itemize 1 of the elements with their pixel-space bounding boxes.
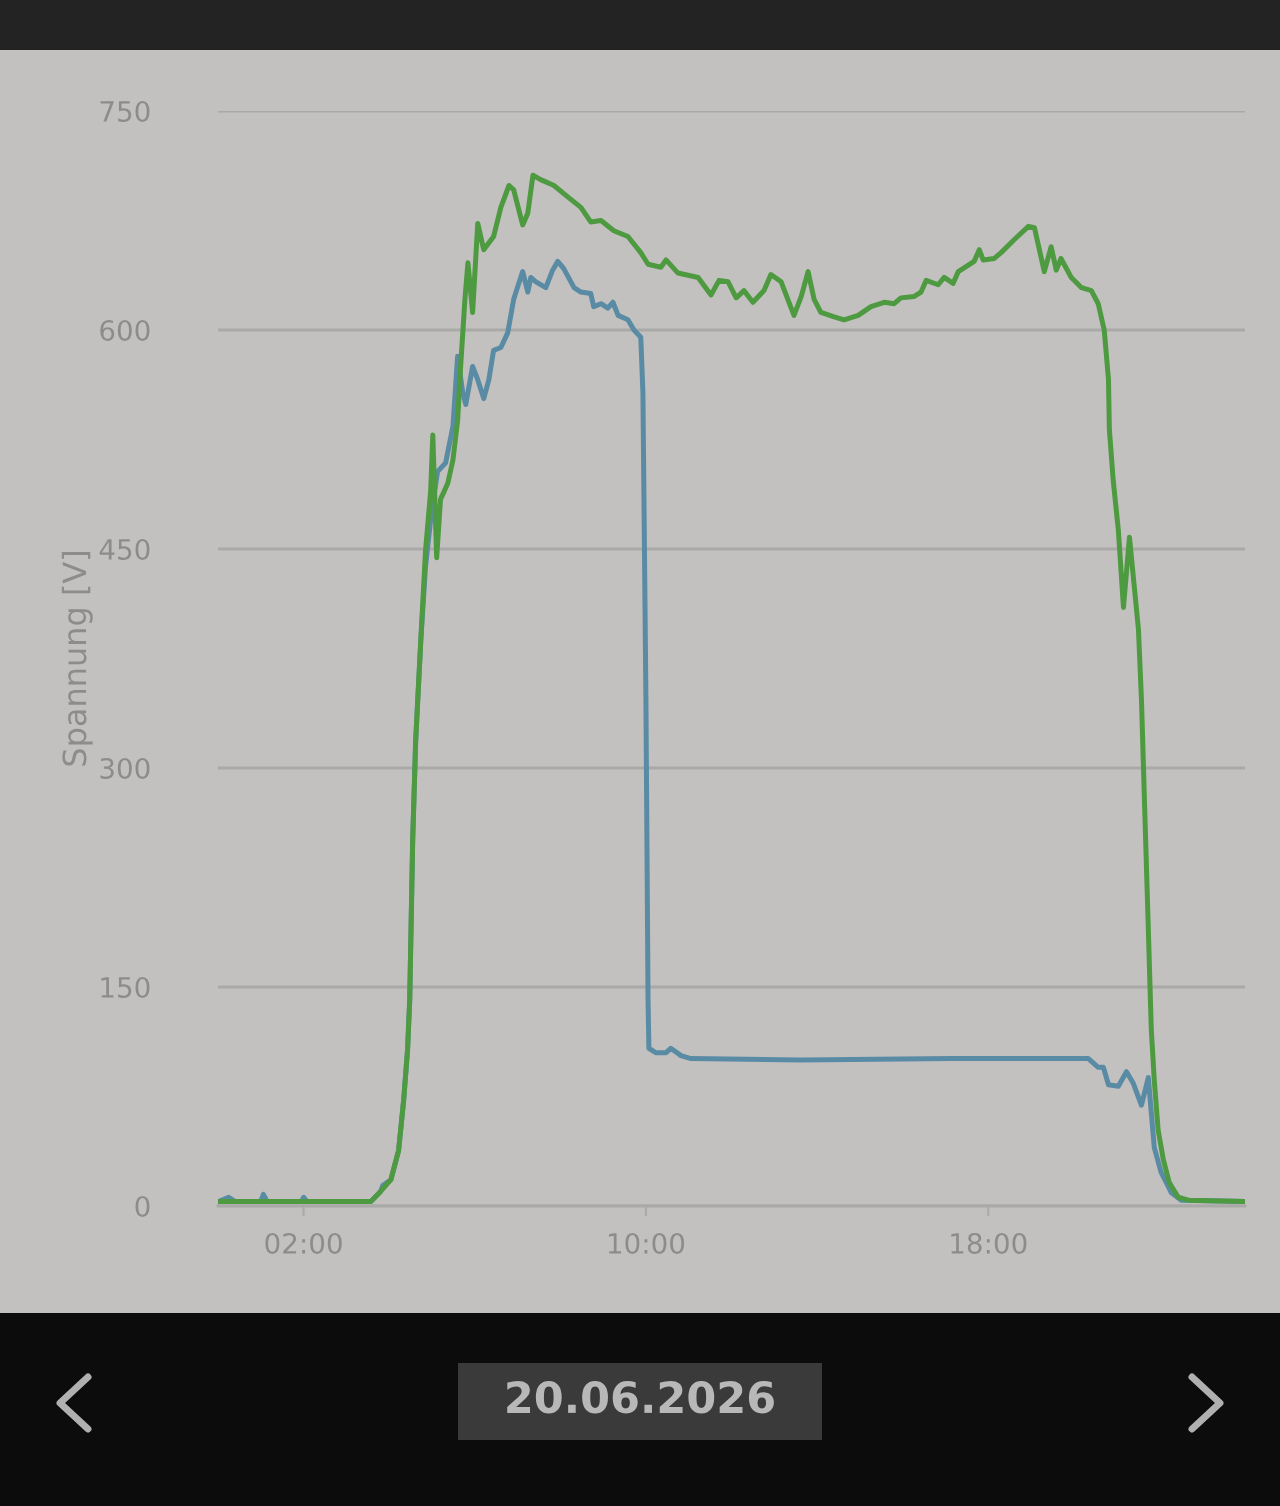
- text: 20.06.2026: [507, 1380, 774, 1414]
